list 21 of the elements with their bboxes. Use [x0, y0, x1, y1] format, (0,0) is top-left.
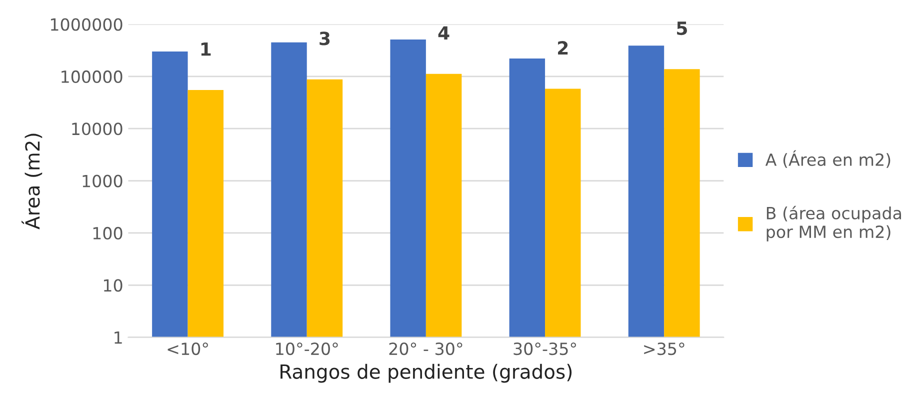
annotation: 1 [201, 42, 211, 56]
x-tick-label: 20° - 30° [389, 342, 462, 356]
x-tick-label: >35° [644, 342, 684, 356]
y-tick-label: 1000000 [50, 18, 122, 31]
y-tick-label: 10000 [72, 122, 122, 136]
y-tick-label: 1000 [82, 174, 122, 188]
x-axis-title: Rangos de pendiente (grados) [280, 364, 572, 383]
annotation: 4 [438, 26, 450, 40]
x-tick-label: 30°-35° [514, 342, 576, 356]
x-tick-label: 10°-20° [276, 342, 338, 356]
annotation: 3 [320, 32, 330, 46]
legend-label: B (área ocupada por MM en m2) [766, 206, 901, 242]
legend-label: A (Área en m2) [765, 150, 890, 168]
y-tick-label: 1 [114, 332, 122, 344]
y-axis-title: Área (m2) [22, 134, 42, 230]
annotation: 5 [677, 22, 687, 36]
y-tick-label: 10 [104, 279, 122, 292]
annotation: 2 [558, 41, 568, 54]
x-tick-label: <10° [168, 342, 208, 356]
y-tick-label: 100 [93, 226, 122, 240]
y-tick-label: 100000 [62, 70, 122, 83]
